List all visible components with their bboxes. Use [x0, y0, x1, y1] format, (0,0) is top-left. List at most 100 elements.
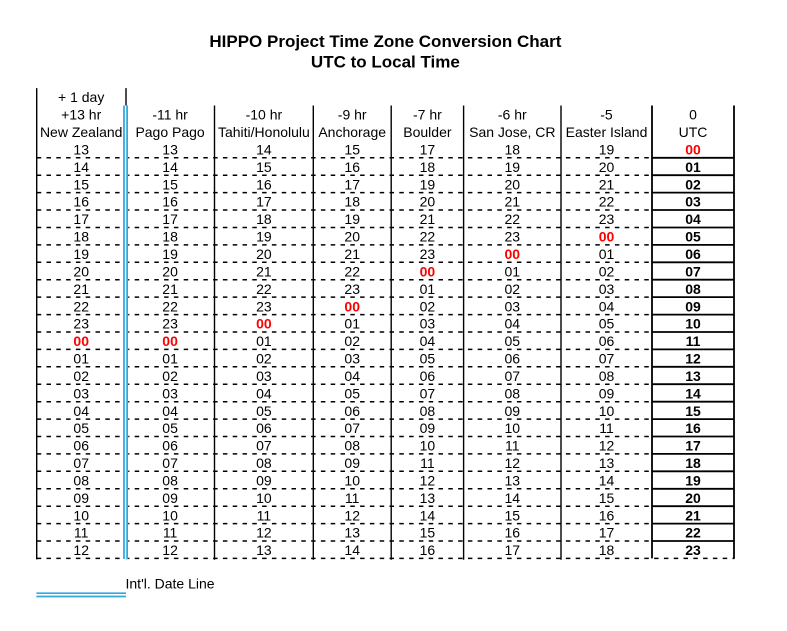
svg-text:06: 06 — [599, 333, 615, 349]
svg-text:17: 17 — [162, 211, 178, 227]
svg-text:07: 07 — [344, 420, 360, 436]
svg-text:14: 14 — [505, 490, 521, 506]
svg-text:Anchorage: Anchorage — [318, 124, 386, 140]
svg-text:23: 23 — [162, 316, 178, 332]
svg-text:17: 17 — [685, 438, 701, 454]
svg-text:00: 00 — [344, 298, 360, 314]
svg-text:07: 07 — [685, 263, 701, 279]
svg-text:17: 17 — [505, 542, 521, 558]
svg-text:+13 hr: +13 hr — [61, 106, 101, 122]
svg-text:16: 16 — [420, 542, 436, 558]
svg-text:14: 14 — [599, 473, 615, 489]
svg-text:10: 10 — [505, 420, 521, 436]
svg-text:11: 11 — [163, 525, 178, 541]
svg-text:01: 01 — [73, 351, 89, 367]
svg-text:17: 17 — [599, 525, 615, 541]
svg-text:20: 20 — [73, 263, 89, 279]
svg-text:23: 23 — [344, 281, 360, 297]
svg-text:20: 20 — [162, 263, 178, 279]
svg-text:22: 22 — [599, 194, 615, 210]
svg-text:-7 hr: -7 hr — [413, 106, 442, 122]
svg-text:02: 02 — [505, 281, 521, 297]
svg-text:14: 14 — [344, 542, 360, 558]
svg-text:16: 16 — [73, 194, 89, 210]
svg-text:11: 11 — [345, 490, 360, 506]
svg-text:12: 12 — [420, 473, 436, 489]
svg-text:23: 23 — [505, 229, 521, 245]
svg-text:06: 06 — [162, 438, 178, 454]
svg-text:02: 02 — [599, 263, 615, 279]
svg-text:08: 08 — [344, 438, 360, 454]
svg-text:04: 04 — [599, 298, 615, 314]
svg-text:12: 12 — [599, 438, 615, 454]
svg-text:Boulder: Boulder — [403, 124, 452, 140]
svg-text:16: 16 — [344, 159, 360, 175]
svg-text:18: 18 — [420, 159, 436, 175]
svg-text:13: 13 — [73, 142, 89, 158]
svg-text:03: 03 — [73, 385, 89, 401]
svg-text:14: 14 — [162, 159, 178, 175]
svg-text:10: 10 — [685, 316, 701, 332]
svg-text:10: 10 — [256, 490, 272, 506]
svg-text:16: 16 — [162, 194, 178, 210]
svg-text:05: 05 — [256, 403, 272, 419]
svg-text:San Jose, CR: San Jose, CR — [469, 124, 555, 140]
svg-text:09: 09 — [599, 385, 615, 401]
svg-text:22: 22 — [162, 298, 178, 314]
svg-text:07: 07 — [599, 351, 615, 367]
svg-text:04: 04 — [73, 403, 89, 419]
svg-text:15: 15 — [420, 525, 436, 541]
svg-text:01: 01 — [599, 246, 615, 262]
svg-text:10: 10 — [162, 507, 178, 523]
svg-text:05: 05 — [685, 229, 701, 245]
svg-text:17: 17 — [73, 211, 89, 227]
svg-text:22: 22 — [685, 525, 701, 541]
svg-text:09: 09 — [505, 403, 521, 419]
svg-text:21: 21 — [599, 176, 615, 192]
svg-text:01: 01 — [162, 351, 178, 367]
svg-text:03: 03 — [505, 298, 521, 314]
svg-text:19: 19 — [599, 142, 615, 158]
svg-text:23: 23 — [73, 316, 89, 332]
svg-text:10: 10 — [599, 403, 615, 419]
svg-text:05: 05 — [505, 333, 521, 349]
svg-text:17: 17 — [420, 142, 436, 158]
svg-text:08: 08 — [505, 385, 521, 401]
svg-text:Int'l. Date Line: Int'l. Date Line — [126, 576, 215, 592]
svg-text:14: 14 — [685, 385, 701, 401]
svg-text:15: 15 — [73, 176, 89, 192]
svg-text:14: 14 — [256, 142, 272, 158]
svg-text:12: 12 — [256, 525, 272, 541]
svg-text:18: 18 — [344, 194, 360, 210]
svg-text:00: 00 — [162, 333, 178, 349]
svg-text:04: 04 — [256, 385, 272, 401]
svg-text:13: 13 — [505, 473, 521, 489]
svg-text:09: 09 — [344, 455, 360, 471]
svg-text:Tahiti/Honolulu: Tahiti/Honolulu — [218, 124, 310, 140]
svg-text:12: 12 — [73, 542, 89, 558]
svg-text:05: 05 — [73, 420, 89, 436]
svg-text:15: 15 — [685, 403, 701, 419]
svg-text:22: 22 — [344, 263, 360, 279]
svg-text:11: 11 — [74, 525, 89, 541]
svg-text:00: 00 — [420, 263, 436, 279]
svg-text:01: 01 — [505, 263, 521, 279]
svg-text:+ 1 day: + 1 day — [58, 89, 104, 105]
svg-text:02: 02 — [73, 368, 89, 384]
svg-text:19: 19 — [162, 246, 178, 262]
svg-text:10: 10 — [73, 507, 89, 523]
svg-text:05: 05 — [162, 420, 178, 436]
svg-text:12: 12 — [505, 455, 521, 471]
svg-text:14: 14 — [420, 507, 436, 523]
svg-text:21: 21 — [344, 246, 360, 262]
svg-text:20: 20 — [420, 194, 436, 210]
svg-text:Easter Island: Easter Island — [566, 124, 648, 140]
svg-text:01: 01 — [256, 333, 272, 349]
svg-text:16: 16 — [256, 176, 272, 192]
svg-text:19: 19 — [344, 211, 360, 227]
svg-text:02: 02 — [256, 351, 272, 367]
svg-text:-9 hr: -9 hr — [338, 106, 367, 122]
svg-text:11: 11 — [599, 420, 614, 436]
svg-text:21: 21 — [256, 263, 272, 279]
svg-text:UTC to Local Time: UTC to Local Time — [311, 53, 460, 72]
